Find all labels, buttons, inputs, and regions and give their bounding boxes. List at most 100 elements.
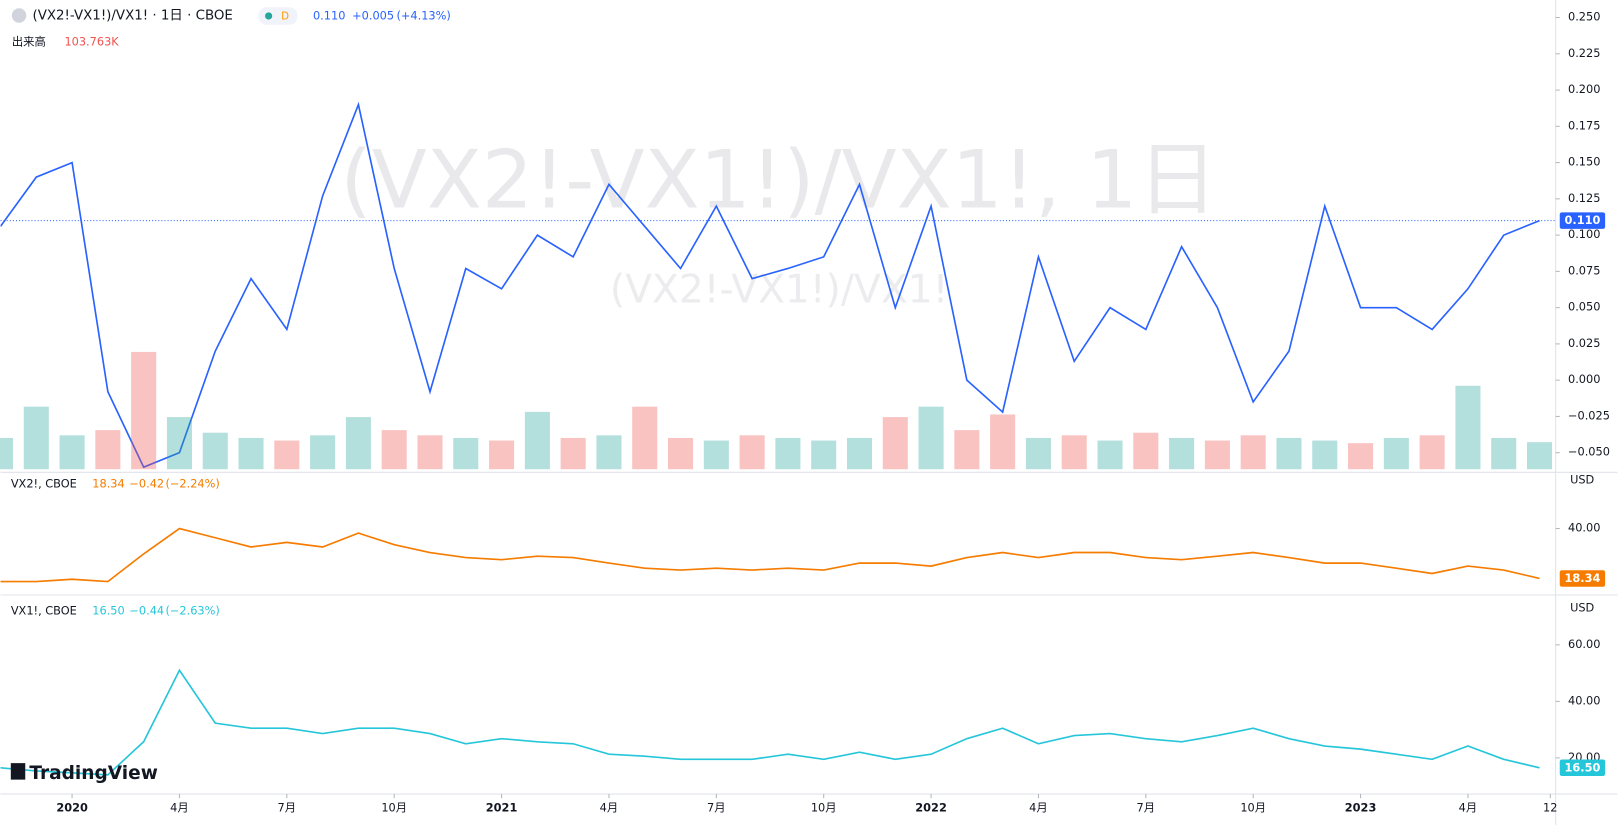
volume-bar: [417, 435, 443, 470]
volume-bar: [739, 435, 765, 470]
x-tick-label: 12: [1543, 801, 1557, 815]
volume-bar: [1169, 437, 1195, 470]
y-tick-label: 0.075: [1568, 263, 1600, 277]
x-tick-label: 2021: [486, 801, 518, 815]
x-tick-label: 2022: [915, 801, 947, 815]
volume-bar: [1491, 437, 1517, 470]
volume-bar: [131, 351, 157, 470]
volume-bar: [23, 406, 49, 470]
y-tick-label: 0.200: [1568, 82, 1600, 96]
y-tick-label: 0.000: [1568, 372, 1600, 386]
volume-bar: [1455, 385, 1481, 470]
volume-bar: [775, 437, 801, 470]
y-tick-label: 60.00: [1568, 637, 1600, 651]
volume-bar: [59, 435, 85, 470]
volume-bar: [811, 440, 837, 470]
pane2-title: VX2!, CBOE: [11, 477, 77, 491]
price-label-bg: [1559, 212, 1606, 229]
volume-value: 103.763K: [64, 34, 119, 48]
volume-bar: [1025, 437, 1051, 470]
interval-badge: D: [281, 11, 289, 23]
y-tick-label: −0.025: [1568, 408, 1610, 422]
volume-bar: [1133, 432, 1159, 470]
y-tick-label: 40.00: [1568, 521, 1600, 535]
y-tick-label: 0.025: [1568, 336, 1600, 350]
price-label: 0.110: [1565, 213, 1601, 227]
price-label: 16.50: [1565, 760, 1601, 774]
volume-bar: [918, 406, 944, 470]
volume-bar: [846, 437, 873, 470]
pane2-currency[interactable]: USD: [1570, 473, 1594, 487]
x-tick-label: 7月: [707, 801, 726, 815]
volume-bar: [1240, 435, 1266, 470]
y-tick-label: 0.050: [1568, 300, 1600, 314]
series-line: [0, 527, 1540, 583]
change-pct: (+4.13%): [397, 9, 451, 23]
watermark-sub: (VX2!-VX1!)/VX1!: [610, 267, 948, 312]
x-tick-label: 7月: [278, 801, 297, 815]
marks: 2020 4月 7月 10月 2021 4月 7月 10月 2022 4月 7月 10月 2023 4月 1…: [0, 10, 1610, 815]
price-label-bg: [1559, 570, 1606, 587]
volume-bar: [0, 437, 14, 470]
x-tick-label: 2023: [1345, 801, 1377, 815]
volume-bar: [1419, 435, 1445, 470]
y-tick-label: −0.050: [1568, 445, 1610, 459]
symbol-icon: [11, 8, 27, 23]
volume-bar: [1526, 442, 1553, 470]
volume-bar: [453, 437, 479, 470]
pane2-change: −0.42: [129, 477, 164, 491]
symbol-title[interactable]: (VX2!-VX1!)/VX1! · 1日 · CBOE: [32, 8, 232, 23]
status-badge: [258, 7, 298, 25]
volume-bar: [668, 437, 694, 470]
volume-bar: [274, 440, 300, 470]
x-tick-label: 4月: [600, 801, 619, 815]
y-tick-label: 40.00: [1568, 693, 1600, 707]
pane3-last: 16.50: [92, 604, 124, 618]
volume-bar: [1383, 437, 1409, 470]
pane3-change: −0.44: [129, 604, 164, 618]
change: +0.005: [352, 9, 394, 23]
volume-bar: [1061, 435, 1087, 470]
x-tick-label: 4月: [170, 801, 189, 815]
logo-icon: [10, 763, 26, 780]
x-tick-label: 2020: [56, 801, 88, 815]
volume-bar: [632, 406, 658, 470]
pane3-title: VX1!, CBOE: [11, 604, 77, 618]
volume-bar: [166, 417, 192, 470]
series-line: [0, 668, 1540, 776]
price-label-bg: [1559, 759, 1606, 777]
volume-bar: [990, 414, 1016, 470]
volume-bar: [489, 440, 515, 470]
volume-bar: [1348, 443, 1374, 470]
volume-bar: [202, 432, 228, 470]
volume-bar: [560, 437, 586, 470]
volume-label: 出来高: [12, 34, 46, 48]
last-value: 0.110: [313, 9, 345, 23]
volume-bar: [310, 435, 336, 470]
pane3-currency[interactable]: USD: [1570, 600, 1594, 614]
volume-bar: [954, 430, 980, 470]
x-tick-label: 4月: [1459, 801, 1478, 815]
logo[interactable]: TradingView: [29, 763, 158, 784]
watermark: (VX2!-VX1!)/VX1!, 1日: [340, 133, 1217, 227]
y-tick-label: 0.125: [1568, 191, 1600, 205]
volume-bar: [1312, 440, 1338, 470]
x-tick-label: 10月: [1240, 801, 1266, 815]
volume-bar: [1204, 440, 1230, 470]
status-dot: [265, 12, 273, 20]
volume-bar: [381, 430, 407, 470]
y-tick-label: 0.150: [1568, 155, 1600, 169]
volume-bar: [882, 417, 908, 470]
volume-bar: [703, 440, 729, 470]
volume-bar: [238, 437, 264, 470]
y-tick-label: 0.175: [1568, 118, 1600, 132]
volume-bar: [1097, 440, 1123, 470]
pane2-last: 18.34: [92, 477, 124, 491]
x-tick-label: 10月: [811, 801, 837, 815]
y-tick-label: 0.100: [1568, 227, 1600, 241]
series-line: [0, 101, 1540, 469]
price-label: 18.34: [1565, 571, 1601, 585]
volume-bar: [345, 417, 371, 470]
pane3-change-pct: (−2.63%): [166, 604, 220, 618]
volume-bar: [524, 411, 550, 470]
